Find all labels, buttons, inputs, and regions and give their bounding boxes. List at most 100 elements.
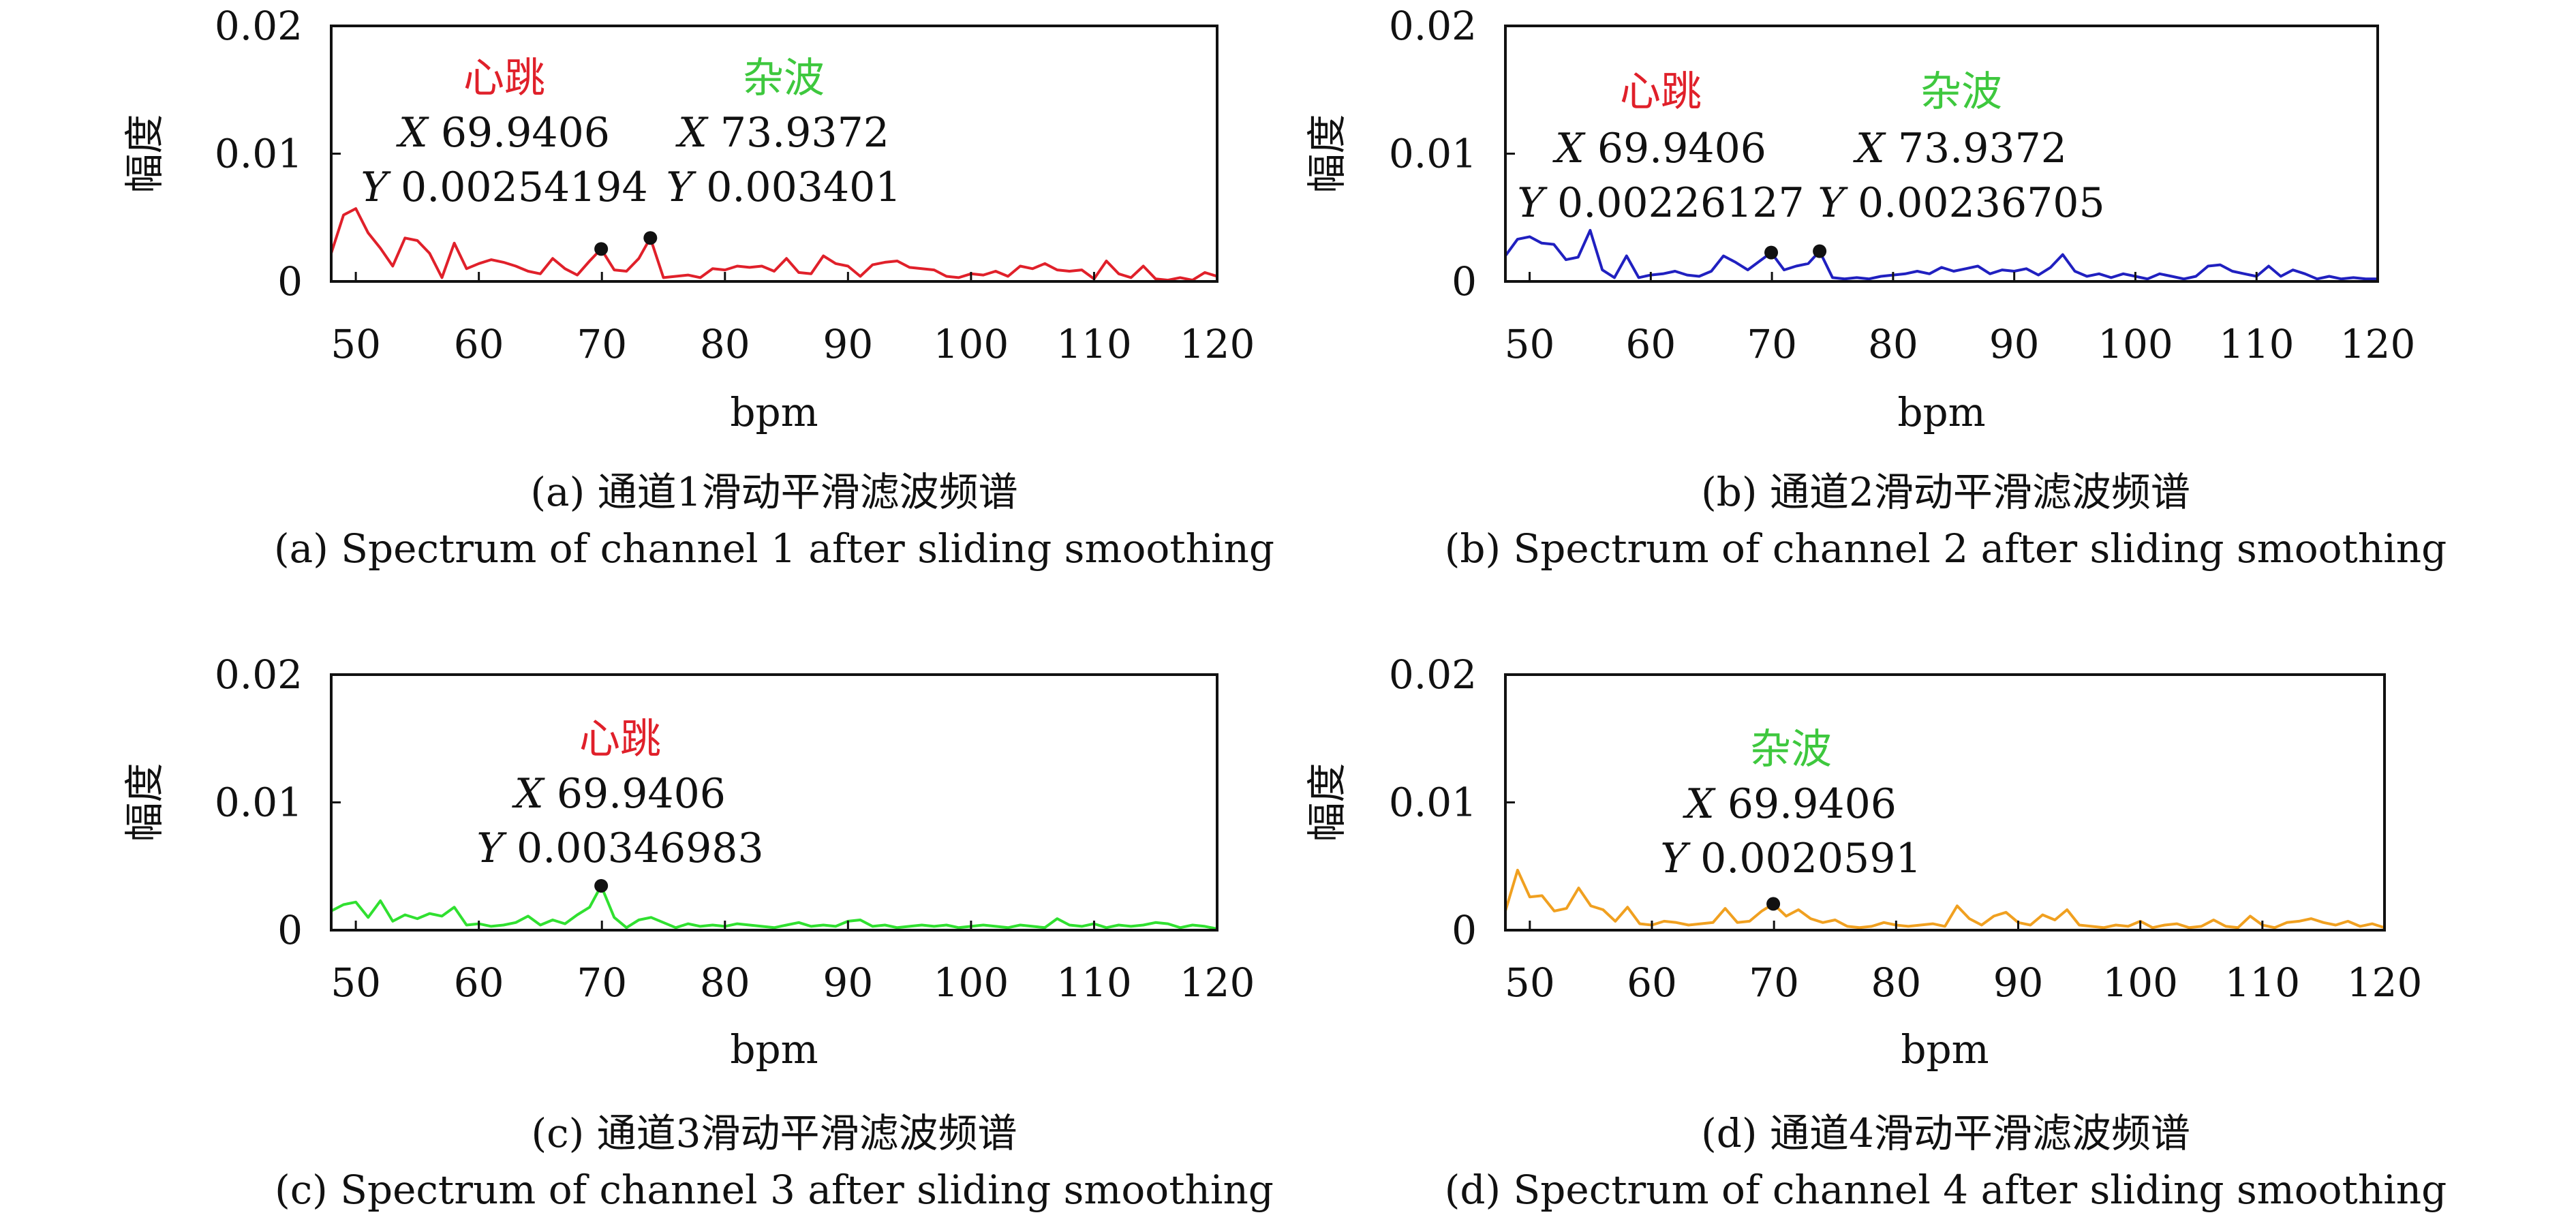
x-tick-label: 100 <box>934 321 1009 367</box>
data-tip-point <box>1764 245 1779 260</box>
data-tip-point <box>1766 897 1781 911</box>
annotation-x: X 73.9372 <box>675 109 889 157</box>
data-tip-point <box>643 231 658 245</box>
y-axis-label: 幅度 <box>121 763 168 842</box>
x-tick-label: 120 <box>1180 321 1255 367</box>
y-tick-label: 0.01 <box>1389 131 1477 177</box>
annotation-y: Y 0.00236705 <box>1818 179 2104 227</box>
caption-chinese: (a) 通道1滑动平滑滤波频谱 <box>530 469 1017 515</box>
x-tick-label: 120 <box>2340 321 2416 367</box>
annotation-x-value: 73.9372 <box>720 109 889 157</box>
x-tick-label: 100 <box>2102 959 2178 1006</box>
annotation-y: Y 0.0020591 <box>1660 835 1921 882</box>
y-tick-label: 0.02 <box>215 3 303 49</box>
chart-panel-d: 0 0.01 0.02 50 60 70 80 90 100 110 120 bpm 幅度 杂波 X 69.… <box>1304 651 2447 1213</box>
caption-english: (c) Spectrum of channel 3 after sliding … <box>275 1167 1274 1213</box>
chart-panel-c: 0 0.01 0.02 50 60 70 80 90 100 110 120 bpm 幅度 心跳 X 69.… <box>121 651 1274 1213</box>
y-tick-label: 0.02 <box>1389 651 1477 698</box>
annotation-y-key: Y <box>361 164 401 211</box>
annotation-name: 杂波 <box>743 55 825 102</box>
y-tick-label: 0.02 <box>1389 3 1477 49</box>
y-tick-label: 0.01 <box>215 131 303 177</box>
x-tick-label: 110 <box>1056 321 1132 367</box>
annotation-y-value: 0.00346983 <box>517 825 764 872</box>
annotation-x: X 69.9406 <box>1552 125 1766 172</box>
annotation-x: X 69.9406 <box>1683 780 1897 828</box>
annotation-x-key: X <box>1683 780 1728 828</box>
y-tick-label: 0.02 <box>215 651 303 698</box>
x-tick-label: 60 <box>1627 959 1677 1006</box>
annotation-name: 杂波 <box>1750 726 1832 773</box>
x-tick-label: 80 <box>1868 321 1918 367</box>
y-tick-label: 0.01 <box>1389 780 1477 826</box>
x-tick-label: 90 <box>1993 959 2044 1006</box>
annotation-x-key: X <box>512 770 557 818</box>
annotation-y-value: 0.003401 <box>706 164 901 211</box>
x-axis-label: bpm <box>730 389 818 435</box>
annotation-y-key: Y <box>1517 179 1557 227</box>
annotation-y-key: Y <box>666 164 707 211</box>
x-tick-label: 60 <box>1625 321 1676 367</box>
x-tick-label: 50 <box>331 321 381 367</box>
annotation-x-key: X <box>1853 125 1898 172</box>
series-line <box>331 884 1217 930</box>
annotation-name: 杂波 <box>1920 68 2002 116</box>
annotation-y: Y 0.003401 <box>666 164 902 211</box>
annotation-x: X 73.9372 <box>1853 125 2067 172</box>
chart-panel-b: 0 0.01 0.02 50 60 70 80 90 100 110 120 bpm 幅度 心跳 X 69.… <box>1304 3 2447 572</box>
annotation-x-key: X <box>1552 125 1597 172</box>
x-axis-label: bpm <box>730 1026 818 1073</box>
x-tick-label: 60 <box>454 959 504 1006</box>
x-tick-label: 110 <box>1056 959 1132 1006</box>
caption-english: (b) Spectrum of channel 2 after sliding … <box>1445 525 2447 572</box>
plot-frame <box>330 673 1218 932</box>
annotation-y: Y 0.00226127 <box>1517 179 1804 227</box>
annotation-name: 心跳 <box>579 716 661 763</box>
x-tick-label: 50 <box>331 959 381 1006</box>
annotation-y-key: Y <box>476 825 517 872</box>
annotation-y-value: 0.00236705 <box>1858 179 2105 227</box>
x-tick-label: 50 <box>1505 321 1555 367</box>
x-tick-label: 120 <box>1180 959 1255 1006</box>
annotation-y-key: Y <box>1660 835 1700 882</box>
x-axis-label: bpm <box>1901 1026 1989 1073</box>
x-tick-label: 90 <box>823 959 873 1006</box>
caption-chinese: (b) 通道2滑动平滑滤波频谱 <box>1701 469 2190 515</box>
x-tick-label: 70 <box>577 321 627 367</box>
caption-chinese: (d) 通道4滑动平滑滤波频谱 <box>1701 1110 2190 1156</box>
annotation-y-value: 0.00254194 <box>401 164 648 211</box>
annotation-x-value: 69.9406 <box>557 770 726 818</box>
annotation-x-value: 69.9406 <box>1728 780 1897 828</box>
annotation-x-key: X <box>675 109 720 157</box>
y-tick-label: 0 <box>277 907 303 953</box>
y-tick-label: 0.01 <box>215 780 303 826</box>
x-tick-label: 100 <box>934 959 1009 1006</box>
x-tick-label: 80 <box>1871 959 1921 1006</box>
annotation-x-value: 69.9406 <box>441 109 610 157</box>
x-tick-label: 120 <box>2347 959 2423 1006</box>
data-tip-point <box>594 878 609 893</box>
x-tick-label: 80 <box>700 321 750 367</box>
x-tick-label: 60 <box>454 321 504 367</box>
x-tick-label: 110 <box>2219 321 2295 367</box>
annotation-y: Y 0.00254194 <box>361 164 647 211</box>
caption-chinese: (c) 通道3滑动平滑滤波频谱 <box>531 1110 1017 1156</box>
series-line <box>1505 229 2378 281</box>
annotation-name: 心跳 <box>463 55 545 102</box>
x-tick-label: 50 <box>1505 959 1555 1006</box>
caption-english: (d) Spectrum of channel 4 after sliding … <box>1445 1167 2447 1213</box>
y-tick-label: 0 <box>1452 907 1477 953</box>
annotation-y-key: Y <box>1818 179 1858 227</box>
x-tick-label: 70 <box>577 959 627 1006</box>
annotation-x: X 69.9406 <box>396 109 610 157</box>
y-axis-label: 幅度 <box>121 114 168 193</box>
annotation-x: X 69.9406 <box>512 770 726 818</box>
y-tick-label: 0 <box>1452 258 1477 305</box>
y-tick-label: 0 <box>277 258 303 305</box>
annotation-y-value: 0.00226127 <box>1557 179 1805 227</box>
caption-english: (a) Spectrum of channel 1 after sliding … <box>274 525 1274 572</box>
chart-panel-a: 0 0.01 0.02 50 60 70 80 90 100 110 120 bpm 幅度 心跳 X 69.… <box>121 3 1274 572</box>
annotation-x-value: 73.9372 <box>1898 125 2067 172</box>
x-tick-label: 90 <box>823 321 873 367</box>
